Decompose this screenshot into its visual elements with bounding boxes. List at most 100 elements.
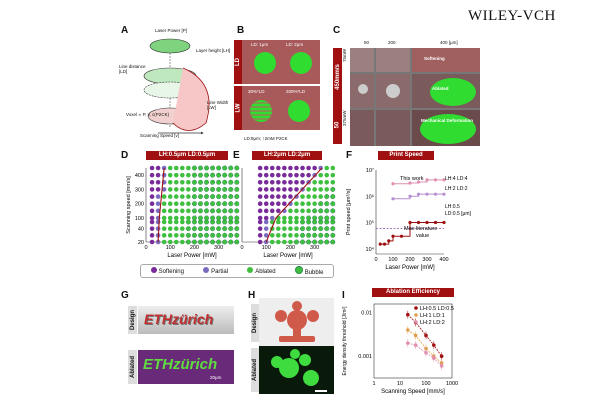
data-point [167,226,173,231]
y-tick-label: 10⁶ [366,193,374,200]
data-point [155,208,161,214]
data-point [425,220,429,225]
data-point [312,215,318,221]
threshold-line [157,167,165,243]
data-point [167,179,173,185]
legend-marker [414,306,418,310]
series-line [407,329,442,364]
data-point [330,226,336,232]
mech-label: Mechanical Deformation [420,118,473,123]
ablated-label: Ablated [432,86,449,91]
data-point [294,201,299,207]
data-point [228,232,234,238]
x-tick-label: 100 [262,245,271,251]
power-75: 75mW [342,48,347,62]
data-point [185,232,191,238]
data-point [222,239,228,245]
data-point [180,179,185,185]
max-literature-label: Max literature [404,226,437,232]
legend-label: LH:2 LD:2 [420,320,445,326]
data-point [210,226,216,232]
x-axis-label: Laser Power [mW] [263,253,313,259]
data-point [294,187,299,192]
data-point [312,219,318,225]
data-point [180,201,185,207]
data-point [306,232,312,238]
data-point [269,239,275,245]
data-point [167,165,173,171]
data-point [312,226,318,232]
data-point [432,343,436,347]
data-point [288,208,293,214]
data-point [210,232,216,238]
data-point [288,187,293,192]
data-point [276,187,281,192]
data-point [222,219,228,225]
data-point [222,201,228,207]
data-point [161,219,167,225]
data-point [288,179,293,185]
data-point [288,219,293,225]
data-point [330,186,336,192]
data-point [318,172,323,178]
data-point [391,234,395,238]
data-point [306,239,312,245]
panel-letter-e: E [233,150,240,161]
power-375: 375mW [342,110,347,126]
data-point [167,187,173,192]
data-point [318,219,324,225]
data-point [155,179,161,185]
data-point [210,186,216,192]
data-point [408,181,412,185]
x-tick-label: 400 [439,257,448,263]
data-point [222,165,228,171]
data-point [228,172,234,178]
legend-label: LH:1 LD:1 [420,313,445,319]
data-point [180,233,185,238]
data-point [318,239,324,245]
x-tick-label: 100 [421,381,430,387]
data-point [324,201,330,207]
data-point [288,194,293,199]
data-point [216,219,222,225]
label-voxel: Voxel ∝ P, v, c(P2CK) [126,112,170,117]
data-point [191,165,197,171]
g-design-logo: ETHzürich [144,311,214,327]
data-point [433,220,438,225]
data-point [391,182,395,186]
x-tick-label: 0 [240,245,243,251]
panel-letter-c: C [333,25,341,36]
panel-b-caption: LD:8μm; ↑2mM P2CK [244,136,288,141]
data-point [222,179,228,185]
data-point [425,178,429,182]
data-point [185,226,191,232]
data-point [180,208,185,214]
data-point [186,179,191,185]
data-point [234,194,240,200]
data-point [391,197,395,201]
annotation-lh4: LH:4 LD:4 [445,176,468,182]
data-point [318,187,323,192]
data-point [294,179,299,185]
data-point [330,194,336,200]
data-point [149,194,155,199]
data-point [276,233,281,238]
data-point [300,208,305,214]
data-point [324,179,330,185]
data-point [203,172,210,178]
data-point [330,215,336,221]
data-point [288,165,293,171]
lw-image: 30%*LD 200%*LD [240,86,320,130]
data-point [424,333,428,338]
ld1-label: LD: 1μm [251,42,269,47]
data-point [216,215,222,221]
y-tick-label: 400 [135,173,144,179]
data-point [424,350,428,355]
data-point [306,194,311,199]
data-point [330,201,336,207]
x-tick-label: 300 [214,245,223,251]
data-point [149,226,155,231]
data-point [191,215,197,221]
data-point [406,312,410,317]
data-point [197,219,204,225]
